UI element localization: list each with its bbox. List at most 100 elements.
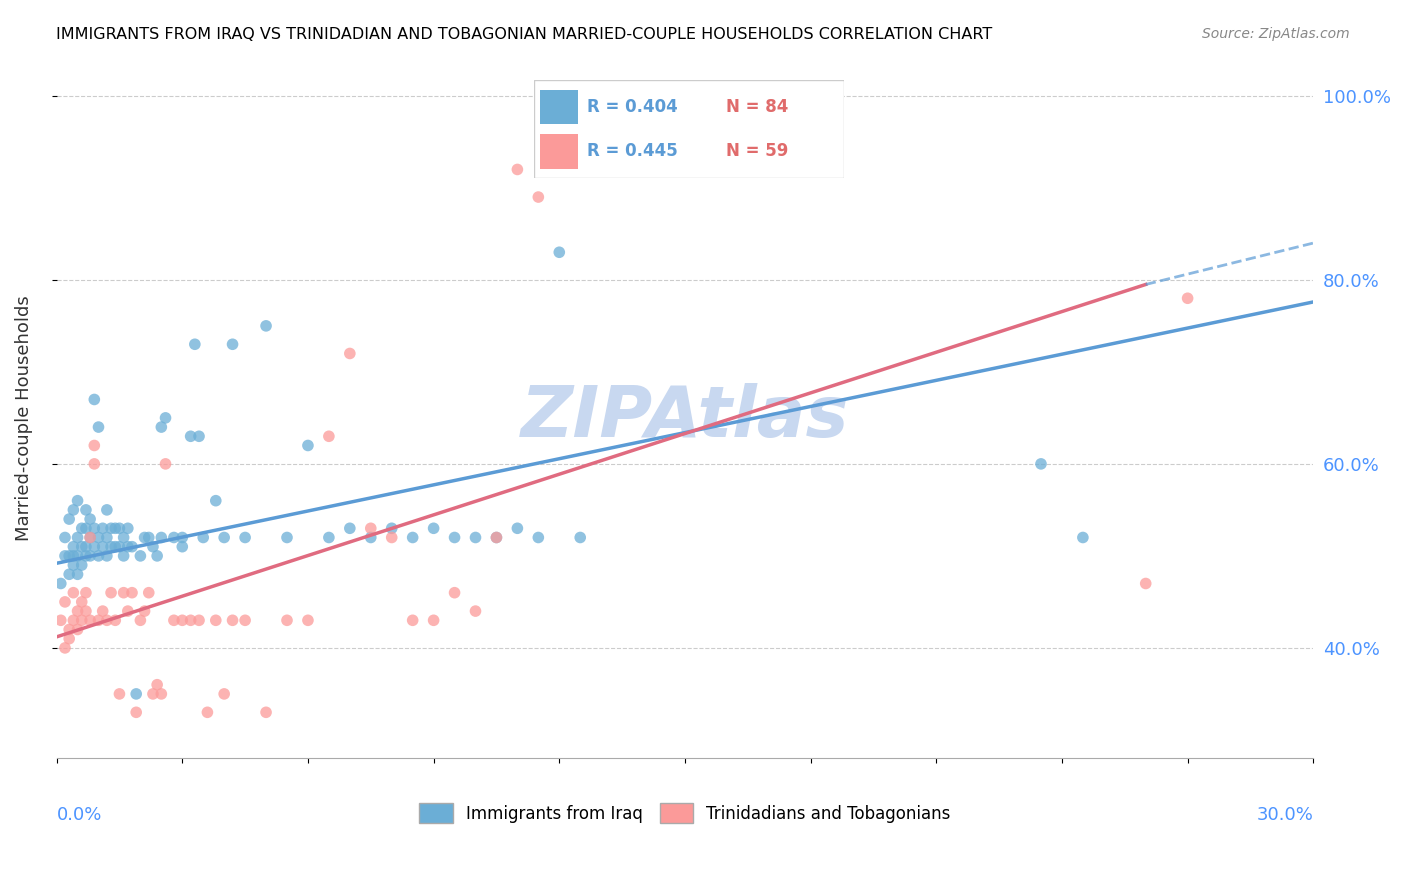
Text: R = 0.445: R = 0.445 xyxy=(586,142,678,160)
Trinidadians and Tobagonians xyxy=(360,521,382,535)
Immigrants from Iraq xyxy=(70,558,93,573)
Trinidadians and Tobagonians xyxy=(138,585,160,599)
Immigrants from Iraq xyxy=(155,410,177,425)
Trinidadians and Tobagonians xyxy=(53,640,76,655)
Immigrants from Iraq xyxy=(204,493,226,508)
Immigrants from Iraq xyxy=(108,521,131,535)
Trinidadians and Tobagonians xyxy=(172,613,194,627)
Trinidadians and Tobagonians xyxy=(318,429,340,443)
Trinidadians and Tobagonians xyxy=(125,706,148,720)
Trinidadians and Tobagonians xyxy=(62,585,84,599)
Trinidadians and Tobagonians xyxy=(254,706,277,720)
Trinidadians and Tobagonians xyxy=(146,678,169,692)
Immigrants from Iraq xyxy=(96,531,118,545)
Trinidadians and Tobagonians xyxy=(129,613,152,627)
Trinidadians and Tobagonians xyxy=(62,613,84,627)
Immigrants from Iraq xyxy=(464,531,486,545)
Immigrants from Iraq xyxy=(548,245,571,260)
Trinidadians and Tobagonians xyxy=(91,604,114,618)
Immigrants from Iraq xyxy=(121,540,143,554)
Text: 30.0%: 30.0% xyxy=(1257,806,1313,824)
Immigrants from Iraq xyxy=(75,521,97,535)
Trinidadians and Tobagonians xyxy=(53,595,76,609)
Trinidadians and Tobagonians xyxy=(100,585,122,599)
Immigrants from Iraq xyxy=(339,521,361,535)
Immigrants from Iraq xyxy=(146,549,169,563)
Immigrants from Iraq xyxy=(142,540,165,554)
Trinidadians and Tobagonians xyxy=(58,632,80,646)
Immigrants from Iraq xyxy=(53,549,76,563)
Immigrants from Iraq xyxy=(184,337,207,351)
Immigrants from Iraq xyxy=(83,392,105,407)
Immigrants from Iraq xyxy=(58,549,80,563)
Immigrants from Iraq xyxy=(172,531,194,545)
Trinidadians and Tobagonians xyxy=(83,438,105,452)
Trinidadians and Tobagonians xyxy=(70,613,93,627)
Trinidadians and Tobagonians xyxy=(108,687,131,701)
Immigrants from Iraq xyxy=(212,531,235,545)
Immigrants from Iraq xyxy=(75,540,97,554)
Trinidadians and Tobagonians xyxy=(142,687,165,701)
Immigrants from Iraq xyxy=(193,531,215,545)
Immigrants from Iraq xyxy=(381,521,404,535)
Immigrants from Iraq xyxy=(117,521,139,535)
Immigrants from Iraq xyxy=(360,531,382,545)
Immigrants from Iraq xyxy=(117,540,139,554)
FancyBboxPatch shape xyxy=(540,90,578,124)
Immigrants from Iraq xyxy=(83,540,105,554)
Immigrants from Iraq xyxy=(297,438,319,452)
Trinidadians and Tobagonians xyxy=(527,190,550,204)
Immigrants from Iraq xyxy=(569,531,592,545)
Immigrants from Iraq xyxy=(66,567,89,582)
Trinidadians and Tobagonians xyxy=(79,613,101,627)
Trinidadians and Tobagonians xyxy=(506,162,529,177)
Immigrants from Iraq xyxy=(527,531,550,545)
Immigrants from Iraq xyxy=(134,531,156,545)
Immigrants from Iraq xyxy=(276,531,298,545)
Text: 0.0%: 0.0% xyxy=(56,806,103,824)
Immigrants from Iraq xyxy=(87,531,110,545)
Text: Source: ZipAtlas.com: Source: ZipAtlas.com xyxy=(1202,27,1350,41)
Trinidadians and Tobagonians xyxy=(422,613,444,627)
Immigrants from Iraq xyxy=(62,558,84,573)
Immigrants from Iraq xyxy=(96,503,118,517)
Immigrants from Iraq xyxy=(1029,457,1052,471)
Immigrants from Iraq xyxy=(104,540,127,554)
Immigrants from Iraq xyxy=(91,540,114,554)
Trinidadians and Tobagonians xyxy=(180,613,202,627)
Immigrants from Iraq xyxy=(100,540,122,554)
Immigrants from Iraq xyxy=(70,521,93,535)
Immigrants from Iraq xyxy=(66,531,89,545)
Immigrants from Iraq xyxy=(58,567,80,582)
Trinidadians and Tobagonians xyxy=(49,613,72,627)
Immigrants from Iraq xyxy=(96,549,118,563)
Trinidadians and Tobagonians xyxy=(188,613,211,627)
Immigrants from Iraq xyxy=(104,521,127,535)
Text: N = 59: N = 59 xyxy=(725,142,789,160)
Immigrants from Iraq xyxy=(318,531,340,545)
Trinidadians and Tobagonians xyxy=(221,613,243,627)
Immigrants from Iraq xyxy=(150,531,173,545)
Trinidadians and Tobagonians xyxy=(96,613,118,627)
Trinidadians and Tobagonians xyxy=(276,613,298,627)
Text: ZIPAtlas: ZIPAtlas xyxy=(520,384,849,452)
Immigrants from Iraq xyxy=(233,531,256,545)
Immigrants from Iraq xyxy=(87,549,110,563)
Immigrants from Iraq xyxy=(100,521,122,535)
Trinidadians and Tobagonians xyxy=(66,604,89,618)
Trinidadians and Tobagonians xyxy=(381,531,404,545)
Trinidadians and Tobagonians xyxy=(75,604,97,618)
Trinidadians and Tobagonians xyxy=(443,585,465,599)
Immigrants from Iraq xyxy=(1071,531,1094,545)
Text: R = 0.404: R = 0.404 xyxy=(586,98,678,116)
Immigrants from Iraq xyxy=(129,549,152,563)
Trinidadians and Tobagonians xyxy=(297,613,319,627)
Immigrants from Iraq xyxy=(506,521,529,535)
Immigrants from Iraq xyxy=(87,420,110,434)
Immigrants from Iraq xyxy=(91,521,114,535)
Immigrants from Iraq xyxy=(112,531,135,545)
Immigrants from Iraq xyxy=(150,420,173,434)
Immigrants from Iraq xyxy=(422,521,444,535)
Immigrants from Iraq xyxy=(49,576,72,591)
Trinidadians and Tobagonians xyxy=(339,346,361,360)
